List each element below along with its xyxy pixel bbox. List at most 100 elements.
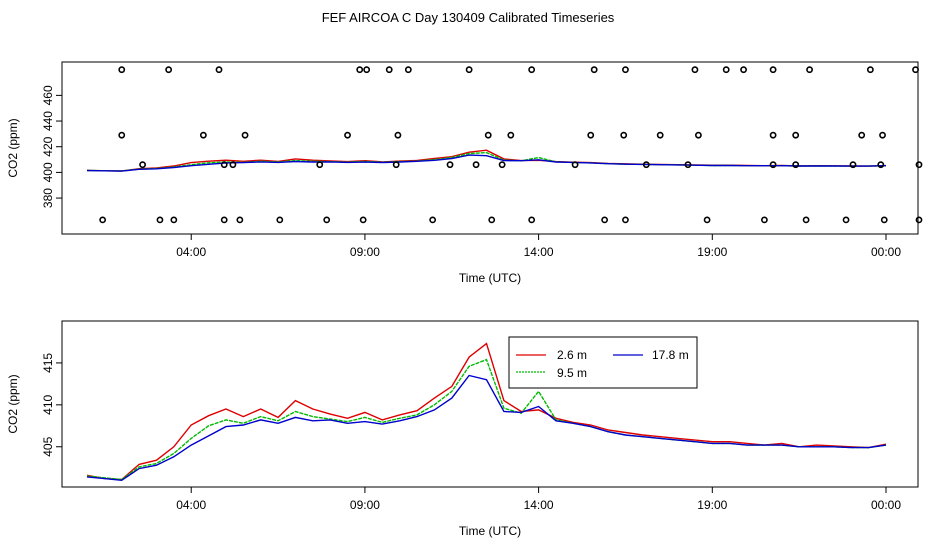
top-flag-points (99, 66, 923, 224)
flag-point (118, 131, 126, 139)
flag-point (220, 161, 228, 169)
bottom-x-tick-label: 04:00 (176, 498, 206, 512)
flag-point (385, 66, 393, 74)
bottom-y-tick-label: 405 (41, 436, 55, 456)
bottom-y-tick-label: 410 (41, 395, 55, 415)
bottom-x-tick-label: 00:00 (871, 498, 901, 512)
flag-point (915, 216, 923, 224)
flag-point (703, 216, 711, 224)
flag-point (877, 161, 885, 169)
bottom-y-tick-label: 415 (41, 353, 55, 373)
flag-point (769, 161, 777, 169)
flag-point (866, 66, 874, 74)
top-x-tick-label: 14:00 (524, 245, 554, 259)
legend-label-9-5m: 9.5 m (557, 366, 587, 380)
flag-point (691, 66, 699, 74)
flag-point (915, 161, 923, 169)
flag-point (879, 131, 886, 139)
flag-point (802, 216, 810, 224)
flag-point (858, 131, 866, 139)
flag-point (344, 131, 351, 139)
flag-point (488, 216, 496, 224)
bottom-y-axis-label: CO2 (ppm) (6, 374, 20, 433)
flag-point (316, 161, 324, 169)
bottom-series-line-9-5m (86, 358, 887, 481)
top-panel: 04:00 09:00 14:00 19:00 00:00 380 400 420 440 46… (6, 61, 923, 285)
legend-label-17-8m: 17.8 m (652, 348, 689, 362)
top-x-axis-label: Time (UTC) (459, 271, 521, 285)
flag-point (404, 66, 412, 74)
top-series-line-9-5m (86, 151, 887, 172)
flag-point (118, 66, 126, 74)
flag-point (139, 161, 146, 169)
top-y-tick-label: 420 (41, 136, 55, 156)
flag-point (429, 216, 437, 224)
top-y-tick-label: 440 (41, 111, 55, 131)
flag-point (601, 216, 609, 224)
flag-point (323, 216, 331, 224)
top-series-line-17-8m (86, 154, 887, 172)
flag-point (99, 216, 107, 224)
flag-point (792, 161, 800, 169)
flag-point (620, 131, 628, 139)
flag-point (472, 161, 480, 169)
bottom-x-tick-label: 19:00 (697, 498, 727, 512)
top-y-tick-label: 400 (41, 162, 55, 182)
bottom-series-lines (86, 342, 887, 482)
flag-point (590, 66, 598, 74)
flag-point (740, 66, 747, 74)
flag-point (792, 131, 800, 139)
legend-box (508, 336, 698, 389)
top-y-axis-label: CO2 (ppm) (6, 118, 20, 177)
top-x-tick-label: 00:00 (871, 245, 901, 259)
top-y-axis: 380 400 420 440 460 (41, 85, 62, 208)
flag-point (722, 66, 730, 74)
flag-point (622, 66, 629, 74)
top-y-tick-label: 460 (41, 85, 55, 105)
flag-point (276, 216, 284, 224)
flag-point (684, 161, 692, 169)
legend-label-2-6m: 2.6 m (557, 348, 587, 362)
flag-point (465, 66, 473, 74)
bottom-x-axis-label: Time (UTC) (459, 524, 521, 538)
flag-point (394, 131, 402, 139)
flag-point (215, 66, 223, 74)
flag-point (241, 131, 249, 139)
flag-point (695, 131, 702, 139)
top-x-tick-label: 09:00 (350, 245, 380, 259)
flag-point (849, 161, 857, 169)
flag-point (622, 216, 629, 224)
flag-point (199, 131, 207, 139)
flag-point (220, 216, 228, 224)
flag-point (761, 216, 768, 224)
legend: 2.6 m 17.8 m 9.5 m (508, 336, 698, 389)
flag-point (842, 216, 850, 224)
top-x-axis: 04:00 09:00 14:00 19:00 00:00 (176, 234, 901, 259)
flag-point (170, 216, 178, 224)
top-x-tick-label: 19:00 (697, 245, 727, 259)
bottom-panel: 04:00 09:00 14:00 19:00 00:00 405 410 415 Time… (6, 320, 919, 538)
flag-point (229, 161, 237, 169)
flag-point (656, 131, 664, 139)
flag-point (912, 66, 919, 74)
top-x-tick-label: 04:00 (176, 245, 206, 259)
figure-title: FEF AIRCOA C Day 130409 Calibrated Times… (322, 10, 615, 25)
flag-point (446, 161, 454, 169)
bottom-x-tick-label: 14:00 (524, 498, 554, 512)
flag-point (642, 161, 650, 169)
flag-point (769, 66, 777, 74)
flag-point (507, 131, 515, 139)
flag-point (363, 66, 371, 74)
flag-point (236, 216, 244, 224)
top-plot-frame (61, 61, 919, 235)
top-y-tick-label: 380 (41, 188, 55, 208)
bottom-x-tick-label: 09:00 (350, 498, 380, 512)
flag-point (806, 66, 813, 74)
flag-point (498, 161, 506, 169)
flag-point (156, 216, 164, 224)
bottom-plot-frame (61, 320, 919, 488)
flag-point (392, 161, 400, 169)
flag-point (484, 131, 492, 139)
bottom-x-axis: 04:00 09:00 14:00 19:00 00:00 (176, 487, 901, 512)
